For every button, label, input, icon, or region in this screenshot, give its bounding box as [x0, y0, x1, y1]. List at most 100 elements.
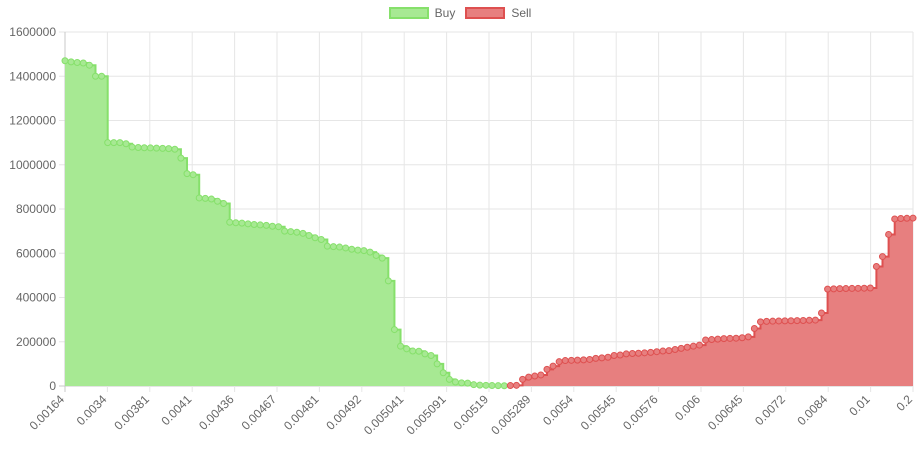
sell-point	[512, 381, 520, 389]
x-tick-label: 0.005289	[488, 392, 534, 438]
sell-point	[702, 336, 710, 344]
x-tick-label: 0.006	[672, 392, 703, 423]
sell-point	[842, 285, 850, 293]
sell-point	[634, 349, 642, 357]
buy-point	[232, 219, 240, 227]
y-tick-label: 400000	[16, 291, 56, 305]
sell-point	[537, 371, 545, 379]
buy-point	[342, 244, 350, 252]
buy-point	[146, 144, 154, 152]
sell-point	[567, 356, 575, 364]
buy-point	[73, 59, 81, 67]
sell-point	[580, 356, 588, 364]
buy-point	[494, 382, 502, 390]
legend-item-sell[interactable]: Sell	[465, 6, 531, 20]
buy-point	[329, 243, 337, 251]
buy-point	[281, 227, 289, 235]
buy-point	[177, 154, 185, 162]
sell-point	[616, 351, 624, 359]
sell-point	[830, 285, 838, 293]
buy-point	[403, 345, 411, 353]
buy-point	[250, 220, 258, 228]
sell-point	[555, 358, 563, 366]
buy-point	[189, 171, 197, 179]
y-tick-label: 200000	[16, 335, 56, 349]
buy-point	[293, 228, 301, 236]
buy-point	[470, 381, 478, 389]
sell-point	[885, 230, 893, 238]
legend-item-buy[interactable]: Buy	[388, 6, 455, 20]
sell-point	[714, 335, 722, 343]
buy-point	[134, 143, 142, 151]
sell-point	[622, 350, 630, 358]
buy-point	[476, 381, 484, 389]
buy-point	[500, 382, 508, 390]
y-tick-label: 800000	[16, 202, 56, 216]
buy-point	[122, 140, 130, 148]
buy-point	[287, 228, 295, 236]
sell-point	[744, 333, 752, 341]
sell-point	[811, 316, 819, 324]
sell-point	[817, 309, 825, 317]
sell-point	[604, 353, 612, 361]
buy-point	[305, 232, 313, 240]
buy-area	[65, 60, 505, 386]
buy-point	[415, 347, 423, 355]
sell-point	[708, 336, 716, 344]
buy-point	[85, 61, 93, 69]
sell-point	[573, 356, 581, 364]
buy-point	[214, 197, 222, 205]
buy-point	[165, 145, 173, 153]
sell-point	[799, 317, 807, 325]
buy-point	[439, 369, 447, 377]
sell-point	[769, 317, 777, 325]
sell-point	[805, 316, 813, 324]
x-tick-label: 0.00645	[705, 392, 746, 433]
buy-point	[323, 242, 331, 250]
sell-point	[598, 354, 606, 362]
sell-point	[897, 215, 905, 223]
sell-legend-swatch	[465, 7, 506, 19]
x-tick-label: 0.0041	[158, 392, 194, 428]
x-tick-label: 0.0084	[794, 392, 830, 428]
sell-point	[854, 284, 862, 292]
x-tick-label: 0.005041	[361, 392, 407, 438]
buy-point	[159, 144, 167, 152]
buy-point	[195, 194, 203, 202]
buy-point	[384, 277, 392, 285]
x-tick-label: 0.00492	[323, 392, 364, 433]
buy-point	[372, 251, 380, 259]
buy-point	[244, 220, 252, 228]
sell-point	[519, 375, 527, 383]
buy-point	[268, 222, 276, 230]
buy-point	[397, 342, 405, 350]
buy-point	[427, 351, 435, 359]
y-tick-label: 1200000	[9, 114, 56, 128]
sell-point	[909, 214, 917, 222]
x-tick-label: 0.00467	[239, 392, 280, 433]
buy-legend-swatch	[388, 7, 429, 19]
sell-point	[653, 348, 661, 356]
sell-area	[510, 218, 913, 386]
buy-point	[104, 139, 112, 147]
sell-point	[610, 351, 618, 359]
sell-point	[903, 214, 911, 222]
sell-point	[763, 317, 771, 325]
sell-point	[592, 354, 600, 362]
buy-point	[482, 381, 490, 389]
sell-point	[891, 215, 899, 223]
buy-point	[67, 58, 75, 66]
sell-point	[793, 317, 801, 325]
buy-point	[171, 145, 179, 153]
buy-point	[464, 379, 472, 387]
buy-point	[201, 194, 209, 202]
x-tick-label: 0.00164	[27, 392, 68, 433]
sell-legend-label: Sell	[511, 6, 532, 20]
sell-point	[689, 342, 697, 350]
sell-point	[732, 334, 740, 342]
sell-point	[836, 285, 844, 293]
buy-point	[458, 379, 466, 387]
buy-point	[336, 243, 344, 251]
